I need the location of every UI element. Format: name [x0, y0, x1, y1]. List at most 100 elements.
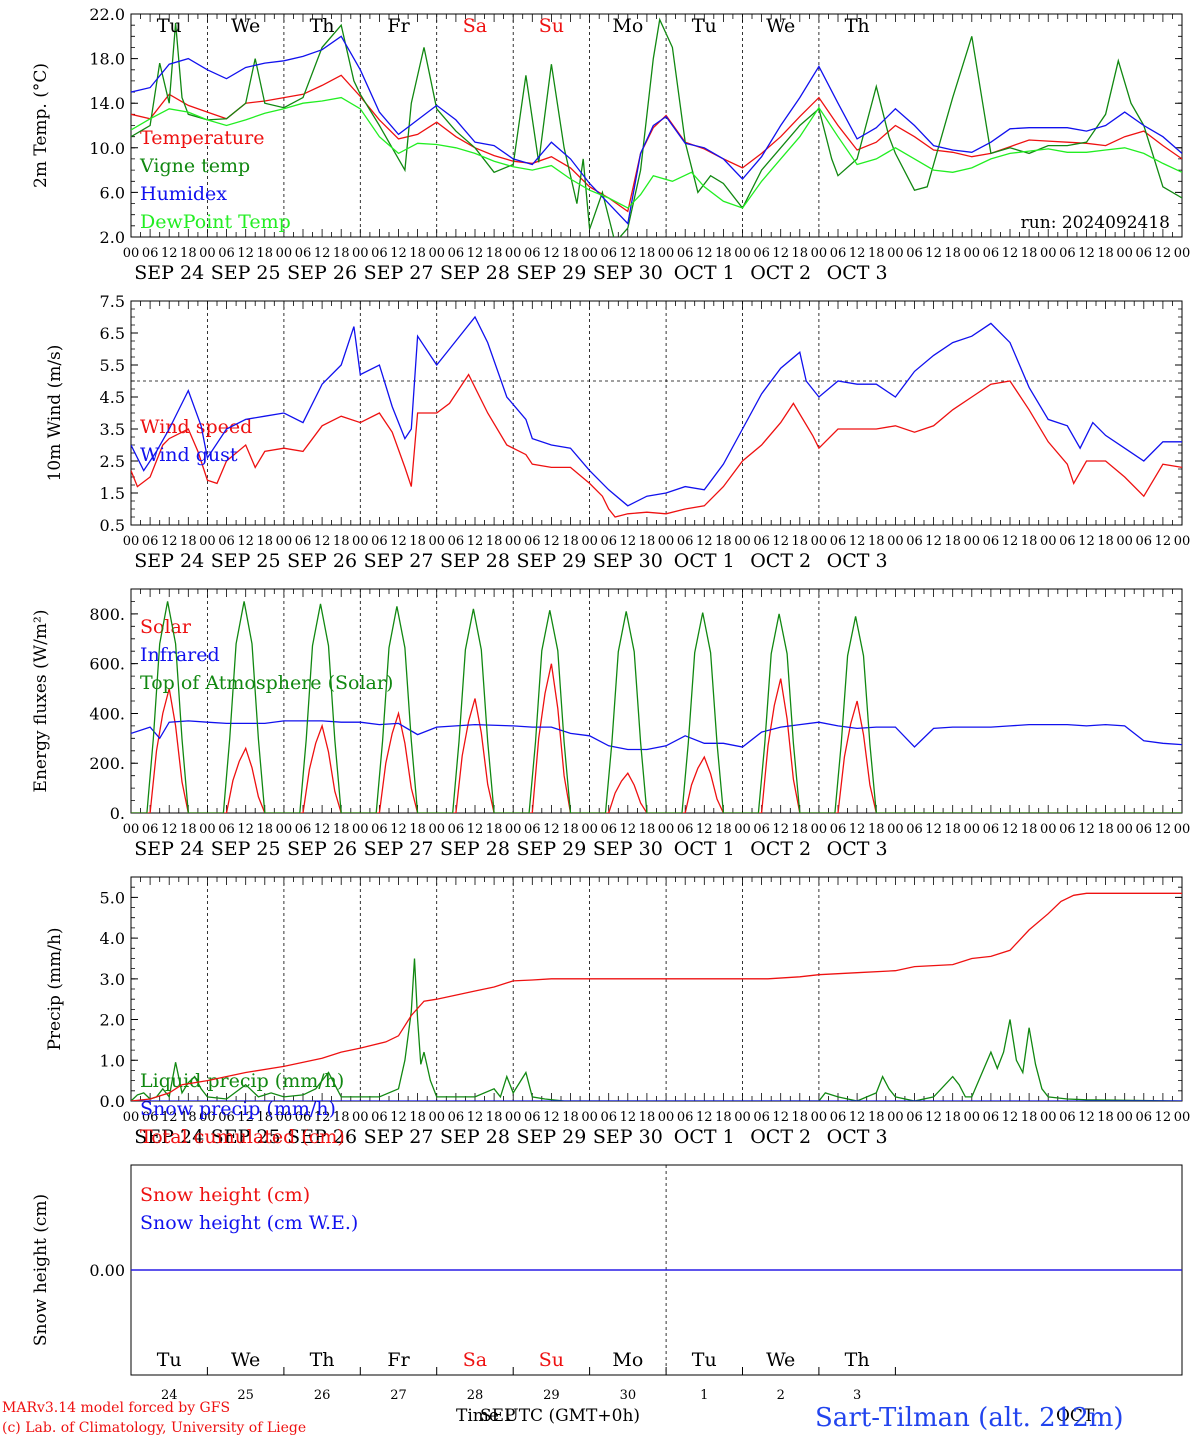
hour-tick-label: 00: [887, 1110, 904, 1125]
hour-tick-label: 12: [1002, 246, 1019, 261]
hour-tick-label: 00: [734, 246, 751, 261]
hour-tick-label: 00: [658, 246, 675, 261]
legend-entry: Top of Atmosphere (Solar): [140, 672, 393, 694]
y-axis-label: 10m Wind (m/s): [45, 345, 65, 482]
hour-tick-label: 18: [639, 822, 656, 837]
hour-tick-label: 18: [944, 1110, 961, 1125]
series-line-temperature: [131, 74, 1182, 213]
hour-tick-label: 00: [1040, 534, 1057, 549]
date-label: OCT 2: [750, 550, 811, 572]
hour-tick-label: 00: [658, 534, 675, 549]
hour-tick-label: 06: [295, 1110, 312, 1125]
hour-tick-label: 18: [333, 246, 350, 261]
hour-tick-label: 00: [811, 246, 828, 261]
hour-tick-label: 06: [218, 1110, 235, 1125]
hour-tick-label: 18: [409, 822, 426, 837]
day-name-label: Tu: [157, 1349, 182, 1371]
hour-tick-label: 00: [1040, 246, 1057, 261]
y-tick-label: 4.5: [100, 388, 125, 407]
hour-tick-label: 06: [142, 822, 159, 837]
legend-entry: Humidex: [140, 183, 227, 205]
hour-tick-label: 06: [371, 1110, 388, 1125]
date-number-label: 25: [237, 1388, 254, 1403]
date-label: OCT 3: [827, 838, 888, 860]
hour-tick-label: 12: [620, 822, 637, 837]
hour-tick-label: 00: [964, 822, 981, 837]
model-credit: MARv3.14 model forced by GFS: [2, 1400, 231, 1416]
date-number-label: 2: [777, 1388, 785, 1403]
hour-tick-label: 18: [486, 246, 503, 261]
hour-tick-label: 00: [123, 534, 140, 549]
hour-tick-label: 06: [983, 534, 1000, 549]
hour-tick-label: 12: [390, 1110, 407, 1125]
hour-tick-label: 06: [142, 246, 159, 261]
hour-tick-label: 00: [964, 246, 981, 261]
hour-tick-label: 12: [620, 246, 637, 261]
legend-entry: Snow height (cm): [140, 1184, 310, 1206]
hour-tick-label: 00: [123, 246, 140, 261]
hour-tick-label: 00: [1116, 822, 1133, 837]
y-tick-label: 400.: [89, 704, 125, 723]
date-label: SEP 28: [440, 262, 510, 284]
month-label-sep: SEP: [480, 1406, 516, 1426]
hour-tick-label: 00: [123, 1110, 140, 1125]
date-number-label: 26: [314, 1388, 331, 1403]
hour-tick-label: 12: [849, 822, 866, 837]
date-label: SEP 28: [440, 838, 510, 860]
hour-tick-label: 00: [352, 822, 369, 837]
series-line-humidex: [131, 35, 1182, 225]
day-name-label: Fr: [387, 1349, 410, 1371]
hour-tick-label: 18: [715, 246, 732, 261]
hour-tick-label: 06: [448, 822, 465, 837]
hour-tick-label: 06: [1136, 246, 1153, 261]
date-label: SEP 30: [593, 838, 663, 860]
hour-tick-label: 06: [295, 822, 312, 837]
hour-ticks: [130, 301, 1183, 525]
y-tick-label: 1.0: [100, 1051, 125, 1070]
legend-entry: Snow precip (mm/h): [140, 1098, 336, 1120]
hour-ticks: [130, 589, 1183, 813]
date-label: SEP 27: [364, 550, 434, 572]
y-tick-label: 2.0: [100, 228, 125, 247]
hour-tick-label: 18: [639, 1110, 656, 1125]
date-label: SEP 26: [287, 838, 357, 860]
hour-tick-label: 12: [696, 1110, 713, 1125]
date-label: SEP 28: [440, 550, 510, 572]
legend-entry: DewPoint Temp: [140, 211, 291, 233]
hour-tick-label: 00: [352, 534, 369, 549]
date-label: SEP 30: [593, 262, 663, 284]
hour-tick-label: 12: [925, 246, 942, 261]
hour-tick-label: 00: [581, 1110, 598, 1125]
hour-tick-label: 06: [1059, 534, 1076, 549]
hour-tick-label: 12: [849, 246, 866, 261]
series-line-infrared: [131, 720, 1182, 751]
hour-tick-label: 12: [543, 534, 560, 549]
hour-tick-label: 00: [352, 1110, 369, 1125]
hour-tick-label: 12: [1078, 1110, 1095, 1125]
hour-tick-label: 00: [887, 822, 904, 837]
date-label: SEP 25: [211, 550, 281, 572]
hour-tick-label: 00: [734, 534, 751, 549]
hour-tick-label: 00: [352, 246, 369, 261]
hour-tick-label: 00: [505, 534, 522, 549]
day-name-label: Su: [539, 15, 564, 37]
hour-tick-label: 06: [600, 246, 617, 261]
hour-tick-label: 12: [1155, 1110, 1172, 1125]
hour-tick-label: 06: [142, 534, 159, 549]
date-number-label: 3: [853, 1388, 861, 1403]
y-tick-label: 0.00: [89, 1261, 125, 1280]
date-number-label: 30: [620, 1388, 637, 1403]
hour-tick-label: 06: [371, 246, 388, 261]
y-minor-ticks: [131, 876, 1182, 1102]
hour-tick-label: 00: [887, 246, 904, 261]
day-name-label: We: [231, 1349, 260, 1371]
hour-tick-label: 06: [1059, 822, 1076, 837]
hour-tick-label: 12: [925, 1110, 942, 1125]
hour-tick-label: 18: [715, 1110, 732, 1125]
hour-tick-label: 06: [600, 822, 617, 837]
date-label: SEP 30: [593, 1126, 663, 1148]
hour-tick-label: 18: [256, 1110, 273, 1125]
hour-tick-label: 18: [333, 822, 350, 837]
hour-tick-label: 06: [830, 1110, 847, 1125]
hour-tick-label: 18: [1097, 822, 1114, 837]
